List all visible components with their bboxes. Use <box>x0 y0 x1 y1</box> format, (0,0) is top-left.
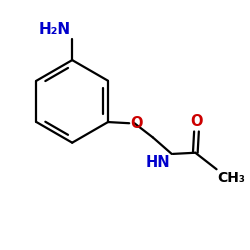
Text: HN: HN <box>146 155 171 170</box>
Text: H₂N: H₂N <box>39 22 71 38</box>
Text: CH₃: CH₃ <box>218 171 246 185</box>
Text: O: O <box>130 116 143 131</box>
Text: O: O <box>190 114 203 129</box>
